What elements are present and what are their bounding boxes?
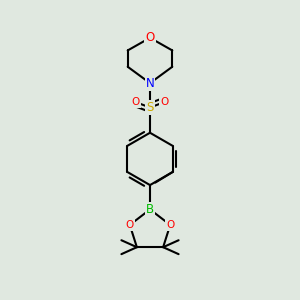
Text: O: O bbox=[132, 97, 140, 107]
Text: O: O bbox=[160, 97, 168, 107]
Text: O: O bbox=[126, 220, 134, 230]
Text: N: N bbox=[146, 76, 154, 90]
Text: B: B bbox=[146, 203, 154, 216]
Text: O: O bbox=[146, 31, 154, 44]
Text: S: S bbox=[146, 101, 154, 114]
Text: O: O bbox=[166, 220, 174, 230]
